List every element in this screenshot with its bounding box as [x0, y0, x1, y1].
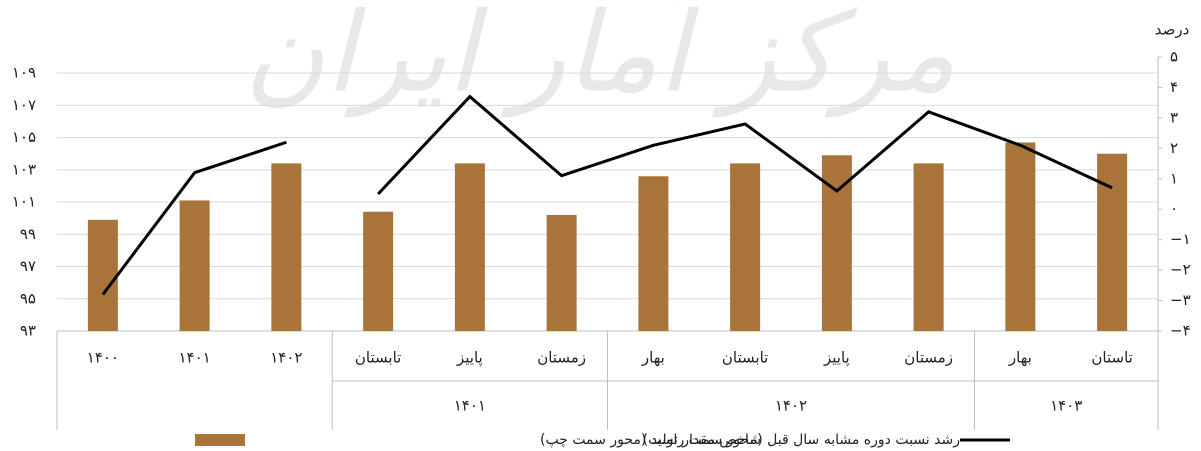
x-tick-label: ۱۴۰۲ [270, 349, 302, 367]
x-tick-label: پاییز [823, 349, 850, 368]
bar [271, 163, 302, 331]
bar [638, 176, 669, 331]
y-tick-label: ۱۰۹ [12, 64, 36, 82]
watermark: مرکز آمار ایران [244, 0, 956, 117]
group-label: ۱۴۰۱ [454, 397, 486, 415]
line [377, 94, 1113, 196]
y2-tick-label: −۳ [1170, 291, 1191, 309]
y-tick-label: ۹۵ [20, 289, 36, 307]
legend-label: رشد نسبت دوره مشابه سال قبل (محور سمت را… [643, 432, 960, 448]
x-tick-label: تابستان [722, 349, 768, 367]
bar [179, 200, 210, 331]
y-tick-label: ۱۰۵ [12, 128, 36, 146]
bar [913, 163, 944, 331]
bar [730, 163, 761, 331]
y2-tick-label: ۳ [1170, 108, 1178, 126]
y-tick-label: ۹۹ [20, 225, 36, 243]
x-tick-label: زمستان [904, 349, 953, 367]
y2-tick-label: −۴ [1170, 322, 1191, 340]
x-tick-label: بهار [641, 349, 665, 367]
bar [1005, 142, 1036, 331]
x-tick-label: پاییز [456, 349, 483, 368]
group-label: ۱۴۰۳ [1050, 397, 1082, 415]
y-tick-label: ۱۰۷ [12, 96, 36, 114]
bar [546, 214, 577, 331]
y-tick-label: ۹۳ [20, 322, 36, 340]
x-tick-label: تاستان [1091, 349, 1132, 367]
y2-axis-label: درصد [1155, 21, 1190, 39]
y-tick-label: ۱۰۱ [12, 193, 36, 211]
y-tick-label: ۱۰۳ [12, 160, 36, 178]
y2-tick-label: ۰ [1170, 200, 1178, 218]
bar [454, 163, 485, 331]
y-tick-label: ۹۷ [20, 257, 36, 275]
group-label: ۱۴۰۲ [775, 397, 807, 415]
x-tick-label: زمستان [537, 349, 586, 367]
y2-tick-label: −۲ [1170, 261, 1191, 279]
x-tick-label: ۱۴۰۰ [87, 349, 119, 367]
bar [363, 211, 394, 331]
y2-tick-label: ۲ [1170, 139, 1178, 157]
y2-tick-label: −۱ [1170, 230, 1191, 248]
x-tick-label: بهار [1008, 349, 1032, 367]
y2-tick-label: ۱ [1170, 169, 1178, 187]
y2-tick-label: ۴ [1170, 78, 1178, 96]
line [101, 140, 287, 296]
legend-swatch [195, 434, 245, 446]
x-tick-label: تابستان [355, 349, 401, 367]
bar [87, 219, 118, 331]
y2-tick-label: ۵ [1170, 48, 1178, 66]
x-tick-label: ۱۴۰۱ [179, 349, 211, 367]
legend-label: شاخص مقدار تولید (محور سمت چپ) [540, 432, 761, 448]
bar [1097, 153, 1128, 331]
